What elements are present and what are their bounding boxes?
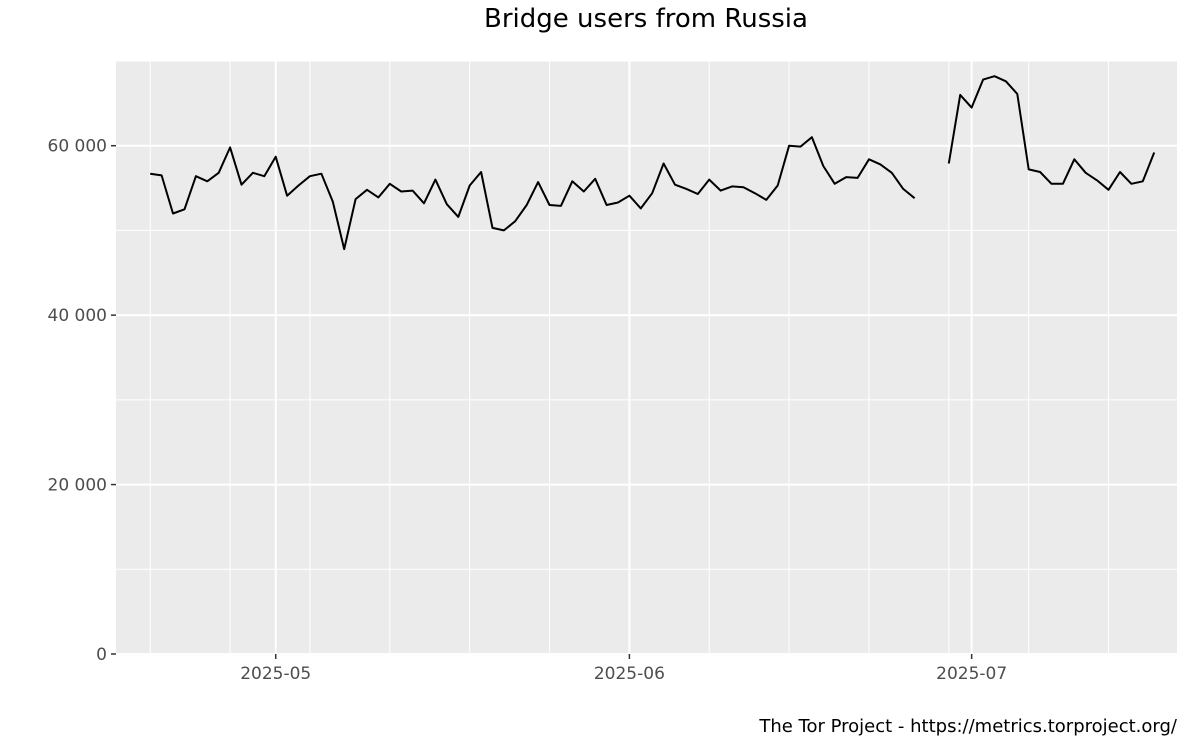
chart-title: Bridge users from Russia [484, 4, 808, 34]
y-tick-label: 60 000 [48, 137, 107, 157]
y-tick-label: 0 [96, 645, 107, 665]
y-tick-label: 40 000 [48, 306, 107, 326]
credit-text: The Tor Project - https://metrics.torpro… [759, 716, 1177, 737]
plot-panel [116, 61, 1177, 654]
x-tick-label: 2025-07 [936, 664, 1007, 684]
y-tick-label: 20 000 [48, 476, 107, 496]
gridlines [116, 60, 1177, 655]
series-line-segment [150, 136, 916, 251]
x-tick-label: 2025-06 [594, 664, 665, 684]
axes: 0 20 000 40 000 60 000 2025-05 2025-06 2025-07 [48, 137, 1008, 684]
series-layer [150, 75, 1156, 251]
series-line-segment [947, 75, 1156, 191]
x-tick-label: 2025-05 [240, 664, 311, 684]
